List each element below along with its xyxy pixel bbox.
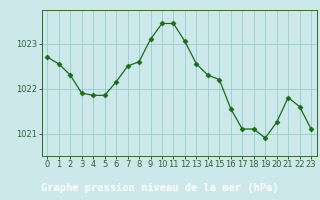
Text: Graphe pression niveau de la mer (hPa): Graphe pression niveau de la mer (hPa)	[41, 183, 279, 193]
